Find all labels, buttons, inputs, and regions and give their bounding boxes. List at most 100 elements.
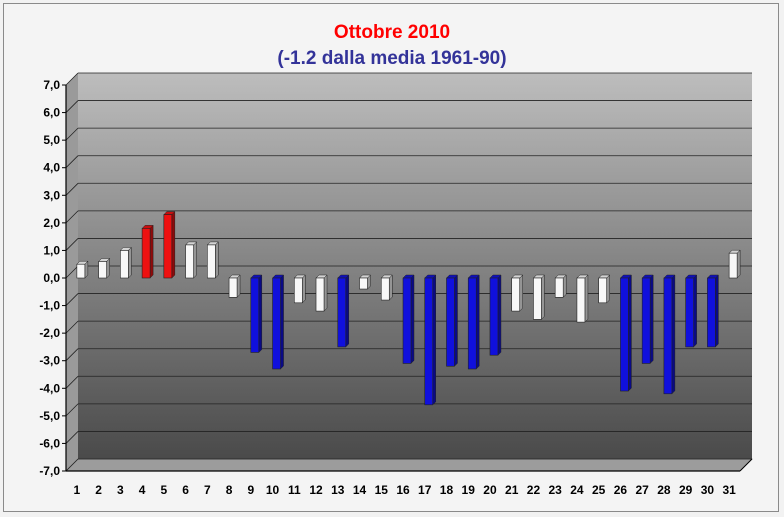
x-tick-label: 10 (266, 483, 280, 497)
bar-front (467, 277, 477, 370)
bar-front (272, 277, 281, 370)
bar-side (258, 274, 263, 354)
x-tick-label: 6 (182, 483, 189, 497)
bar-front (141, 228, 151, 279)
bar-side (128, 246, 132, 279)
gridline-diagonal (65, 155, 79, 168)
y-tick-label: -1,0 (39, 299, 60, 313)
bar (380, 274, 393, 301)
bar-front (402, 277, 412, 364)
bar-side (497, 274, 502, 356)
x-tick-label: 18 (440, 483, 454, 497)
bar-front (424, 277, 434, 406)
y-tick-label: 6,0 (43, 106, 60, 120)
bar-side (475, 274, 480, 370)
x-tick-label: 29 (679, 483, 693, 497)
bar-front (380, 277, 390, 301)
x-tick-label: 11 (288, 483, 301, 497)
y-tick-label: 7,0 (43, 78, 60, 92)
x-tick-label: 13 (331, 483, 345, 497)
gridline-diagonal (65, 293, 79, 306)
bar (163, 210, 176, 279)
gridline-diagonal (65, 127, 79, 141)
gridline-diagonal (65, 348, 79, 361)
bar-front (663, 277, 673, 395)
bar (141, 224, 154, 279)
bar-front (207, 244, 216, 279)
x-tick-label: 1 (74, 483, 81, 497)
bar (728, 249, 741, 279)
x-tick-label: 27 (635, 483, 649, 497)
x-tick-label: 31 (722, 483, 736, 497)
x-tick-label: 9 (247, 483, 254, 497)
x-tick-label: 5 (160, 483, 167, 497)
gridline-diagonal (65, 100, 79, 113)
bar-front (185, 244, 194, 279)
bar-front (337, 277, 347, 348)
gridline-diagonal (65, 265, 79, 279)
bar (598, 274, 611, 304)
gridline-diagonal (65, 238, 79, 251)
bar-front (359, 277, 368, 290)
bar-side (562, 274, 567, 298)
bar-front (685, 277, 694, 348)
gridline-diagonal (65, 403, 79, 417)
x-tick-label: 22 (527, 483, 541, 497)
bar-side (693, 274, 697, 348)
bar-front (707, 277, 716, 348)
bar-side (715, 274, 719, 348)
chart-title: Ottobre 2010 (333, 22, 451, 43)
y-tick-label: 0,0 (43, 271, 60, 285)
bar-front (533, 277, 542, 320)
gridline-diagonal (65, 72, 79, 86)
bar (706, 274, 719, 348)
bar (619, 274, 633, 392)
bar-side (410, 274, 415, 365)
plot-floor (65, 458, 753, 472)
bar-front (228, 277, 238, 298)
bar (445, 274, 459, 367)
x-axis-edge (739, 458, 753, 472)
bar-front (293, 277, 303, 304)
bar-side (149, 224, 154, 279)
gridline-diagonal (65, 183, 79, 196)
gridline-diagonal (65, 210, 79, 224)
x-tick-label: 2 (95, 483, 102, 497)
bar-side (106, 257, 110, 279)
x-tick-label: 23 (549, 483, 563, 497)
y-tick-label: 4,0 (43, 161, 60, 175)
bar (337, 274, 350, 348)
bar (685, 274, 698, 348)
x-tick-label: 7 (204, 483, 211, 497)
bar (663, 274, 676, 395)
chart-subtitle: (-1.2 dalla media 1961-90) (277, 48, 507, 69)
y-tick-label: -5,0 (39, 409, 60, 423)
bar (576, 274, 589, 323)
bar (511, 274, 524, 312)
bar-front (511, 277, 521, 312)
bar (228, 274, 241, 298)
bar-front (554, 277, 564, 298)
x-tick-label: 4 (139, 483, 146, 497)
bar-side (606, 274, 610, 304)
bar-front (163, 214, 173, 279)
y-tick-label: -7,0 (39, 464, 60, 478)
bar-side (519, 274, 523, 312)
bar-side (541, 274, 545, 320)
bar-side (193, 241, 197, 279)
bar (424, 274, 437, 406)
gridline-diagonal (65, 458, 79, 472)
y-tick-label: -3,0 (39, 354, 60, 368)
y-tick-label: 3,0 (43, 188, 60, 202)
bar (271, 274, 285, 370)
y-tick-label: 5,0 (43, 133, 60, 147)
bar (641, 274, 654, 365)
bar (119, 246, 132, 279)
bar (532, 274, 546, 320)
bar-side (323, 274, 328, 312)
y-tick-label: 2,0 (43, 216, 60, 230)
bar (358, 274, 372, 290)
x-tick-label: 14 (353, 483, 367, 497)
x-tick-label: 16 (396, 483, 410, 497)
